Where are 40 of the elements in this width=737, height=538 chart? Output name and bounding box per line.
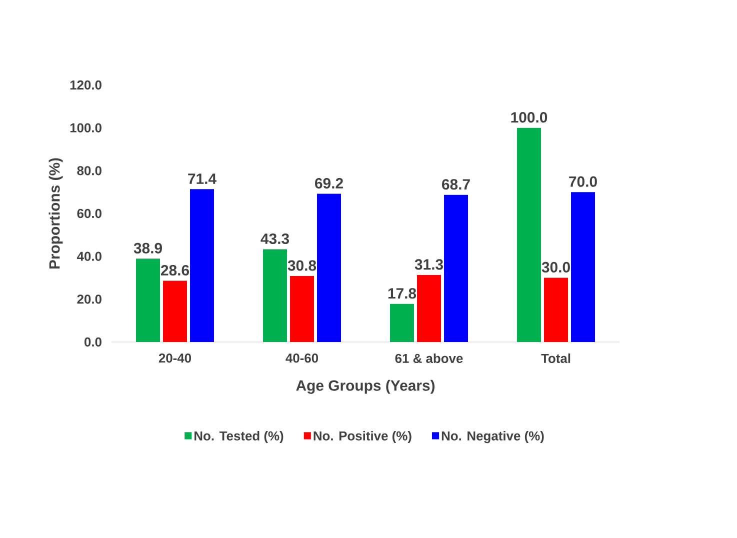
data-label: 100.0 bbox=[511, 112, 548, 123]
bar bbox=[317, 194, 342, 342]
bar bbox=[544, 278, 568, 342]
legend-label: No. Tested (%) bbox=[194, 430, 284, 444]
bar bbox=[417, 274, 442, 342]
data-label: 43.3 bbox=[260, 233, 289, 244]
y-tick-label: 0.0 bbox=[84, 337, 102, 347]
x-tick-label: Total bbox=[541, 354, 570, 364]
bar bbox=[444, 194, 468, 342]
bar bbox=[390, 304, 414, 342]
data-label: 69.2 bbox=[315, 178, 343, 189]
bar bbox=[163, 280, 188, 342]
x-tick-label: 61 & above bbox=[395, 354, 463, 364]
y-tick-label: 100.0 bbox=[70, 123, 102, 132]
data-label: 31.3 bbox=[414, 259, 443, 270]
y-tick-label: 80.0 bbox=[77, 166, 102, 176]
data-label: 30.8 bbox=[288, 260, 316, 271]
bar bbox=[136, 258, 160, 342]
x-tick-label: 40-60 bbox=[286, 354, 318, 363]
bar bbox=[571, 192, 596, 342]
y-axis-title: Proportions (%) bbox=[48, 158, 63, 269]
data-label: 30.0 bbox=[542, 262, 570, 273]
bar bbox=[190, 189, 214, 342]
legend-label: No. Negative (%) bbox=[442, 430, 544, 444]
data-label: 68.7 bbox=[442, 179, 470, 190]
data-label: 28.6 bbox=[160, 264, 190, 276]
legend-label: No. Positive (%) bbox=[314, 430, 412, 444]
bar bbox=[517, 128, 542, 342]
data-label: 71.4 bbox=[188, 174, 216, 184]
bar bbox=[290, 276, 314, 342]
x-axis-title: Age Groups (Years) bbox=[296, 380, 435, 394]
y-tick-label: 60.0 bbox=[77, 208, 102, 218]
y-tick-label: 120.0 bbox=[70, 80, 102, 90]
x-tick-label: 20-40 bbox=[158, 354, 192, 363]
data-label: 70.0 bbox=[569, 176, 597, 187]
y-tick-label: 20.0 bbox=[77, 294, 102, 304]
bar bbox=[263, 249, 288, 342]
data-label: 17.8 bbox=[388, 288, 416, 299]
y-tick-label: 40.0 bbox=[76, 252, 102, 261]
data-label: 38.9 bbox=[134, 242, 162, 254]
